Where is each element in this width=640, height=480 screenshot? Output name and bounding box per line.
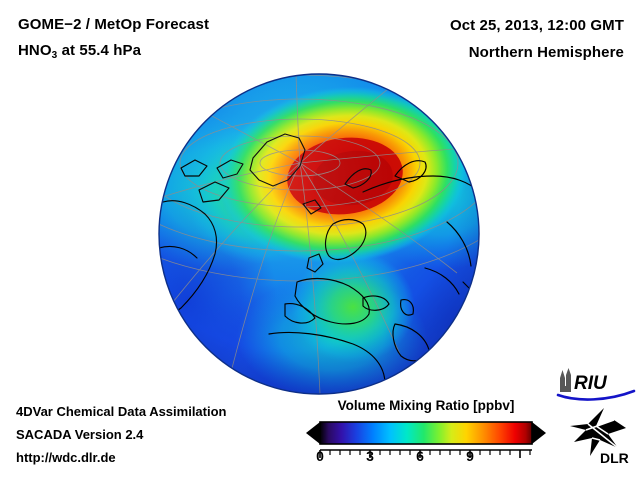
pressure-level: at 55.4 hPa xyxy=(57,42,142,59)
datetime-label: Oct 25, 2013, 12:00 GMT xyxy=(449,17,624,34)
dlr-emblem-icon xyxy=(570,408,626,456)
region-label: Northern Hemisphere xyxy=(468,44,624,61)
colorbar: Volume Mixing Ratio [ppbv] xyxy=(306,398,546,474)
colorbar-low-arrow xyxy=(306,422,320,444)
riu-swoosh-icon xyxy=(556,389,636,401)
riu-wordmark: RIU xyxy=(574,373,608,394)
header-left: GOME−2 / MetOp Forecast HNO3 at 55.4 hPa xyxy=(18,12,209,66)
footer-left: 4DVar Chemical Data Assimilation SACADA … xyxy=(16,400,227,469)
instrument-title: GOME−2 / MetOp Forecast xyxy=(18,16,210,33)
header-right: Oct 25, 2013, 12:00 GMT Northern Hemisph… xyxy=(450,12,624,66)
colorbar-major-ticks xyxy=(319,450,521,458)
colorbar-tick-3: 3 xyxy=(366,448,374,464)
orthographic-globe-svg xyxy=(158,73,480,395)
colorbar-svg xyxy=(306,421,546,458)
colorbar-tick-0: 0 xyxy=(316,448,324,464)
sphere-shading xyxy=(159,74,479,394)
colorbar-tick-9: 9 xyxy=(466,448,474,464)
species-name: HNO xyxy=(18,42,52,59)
colorbar-gradient xyxy=(320,422,532,444)
method-label: 4DVar Chemical Data Assimilation xyxy=(16,404,227,419)
dlr-logo: DLR xyxy=(570,408,629,466)
riu-tower-icon xyxy=(560,368,571,392)
colorbar-high-arrow xyxy=(532,422,546,444)
colorbar-minor-ticks xyxy=(329,450,531,455)
riu-logo: RIU xyxy=(556,368,636,401)
species-level-title: HNO3 at 55.4 hPa xyxy=(18,38,209,66)
version-label: SACADA Version 2.4 xyxy=(16,427,144,442)
colorbar-title: Volume Mixing Ratio [ppbv] xyxy=(337,398,515,413)
colorbar-frame xyxy=(319,421,533,445)
globe-visualization xyxy=(157,72,481,398)
globe-limb xyxy=(158,73,480,395)
website-url[interactable]: http://wdc.dlr.de xyxy=(16,450,116,465)
colorbar-tick-6: 6 xyxy=(416,448,424,464)
dlr-wordmark: DLR xyxy=(600,450,629,466)
species-subscript: 3 xyxy=(51,50,58,61)
